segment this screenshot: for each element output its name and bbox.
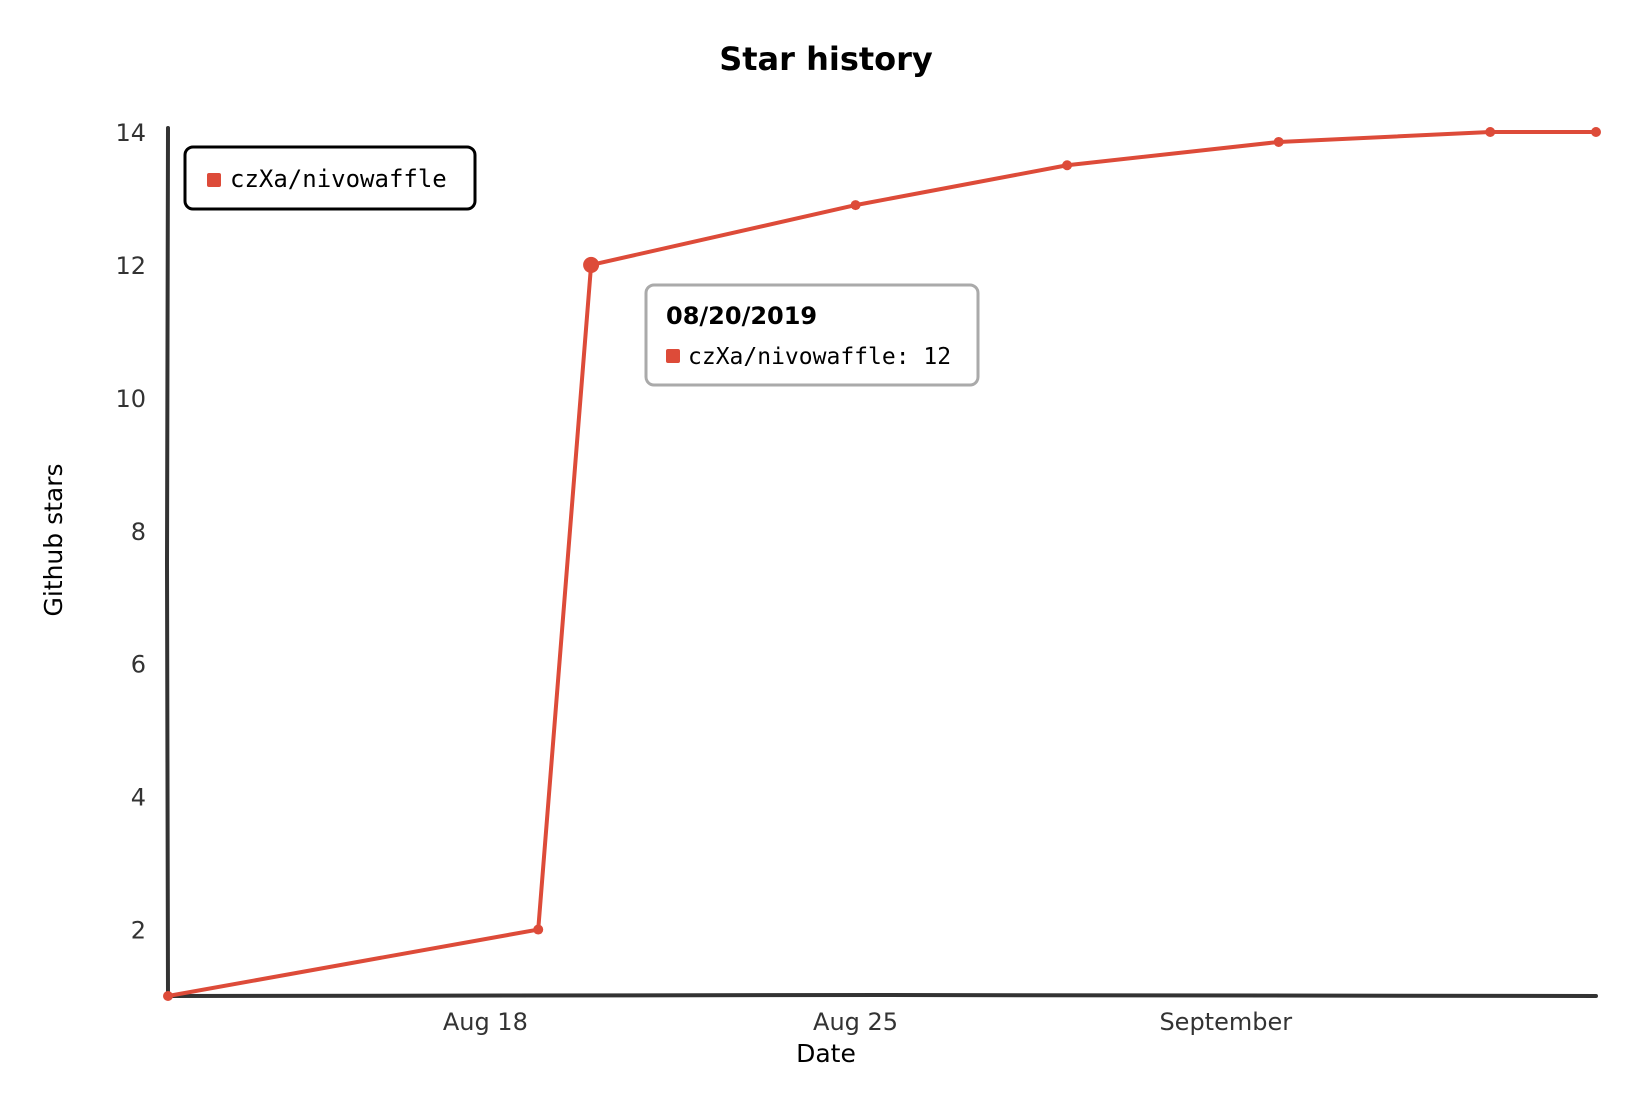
series-layer [163,127,1601,1001]
x-axis-ticks: Aug 18 Aug 25 September [443,1008,1292,1036]
tooltip-swatch [666,349,680,363]
y-tick-label: 4 [131,784,146,812]
data-point[interactable] [1273,136,1284,147]
x-tick-label: Aug 25 [813,1008,898,1036]
y-tick-label: 14 [115,119,146,147]
data-point[interactable] [163,991,173,1001]
y-tick-label: 2 [131,917,146,945]
chart-title: Star history [719,40,933,78]
data-point[interactable] [1591,127,1601,137]
tooltip-point[interactable] [583,256,600,273]
series-line [166,130,1598,998]
data-point[interactable] [850,200,861,211]
data-point[interactable] [533,924,544,935]
legend-box [183,145,477,211]
y-axis-line [164,126,170,1000]
y-tick-label: 12 [115,252,146,280]
y-axis-title: Github stars [39,463,68,616]
y-tick-label: 10 [115,385,146,413]
data-point[interactable] [1062,160,1073,171]
tooltip-value: czXa/nivowaffle: 12 [688,344,951,370]
tooltip-date: 08/20/2019 [666,302,817,330]
x-axis-title: Date [796,1039,856,1068]
x-tick-label: Aug 18 [443,1008,528,1036]
axes [164,126,1598,1000]
tooltip: 08/20/2019 czXa/nivowaffle: 12 [644,283,980,387]
legend[interactable]: czXa/nivowaffle [183,145,477,211]
legend-series-label: czXa/nivowaffle [230,165,447,193]
tooltip-box [644,283,980,387]
data-point[interactable] [1485,127,1496,137]
y-tick-label: 8 [131,518,146,546]
legend-swatch [207,173,221,187]
x-tick-label: September [1159,1008,1292,1036]
y-axis-ticks: 2 4 6 8 10 12 14 [115,119,146,945]
x-axis-line [166,992,1598,998]
y-tick-label: 6 [131,651,146,679]
